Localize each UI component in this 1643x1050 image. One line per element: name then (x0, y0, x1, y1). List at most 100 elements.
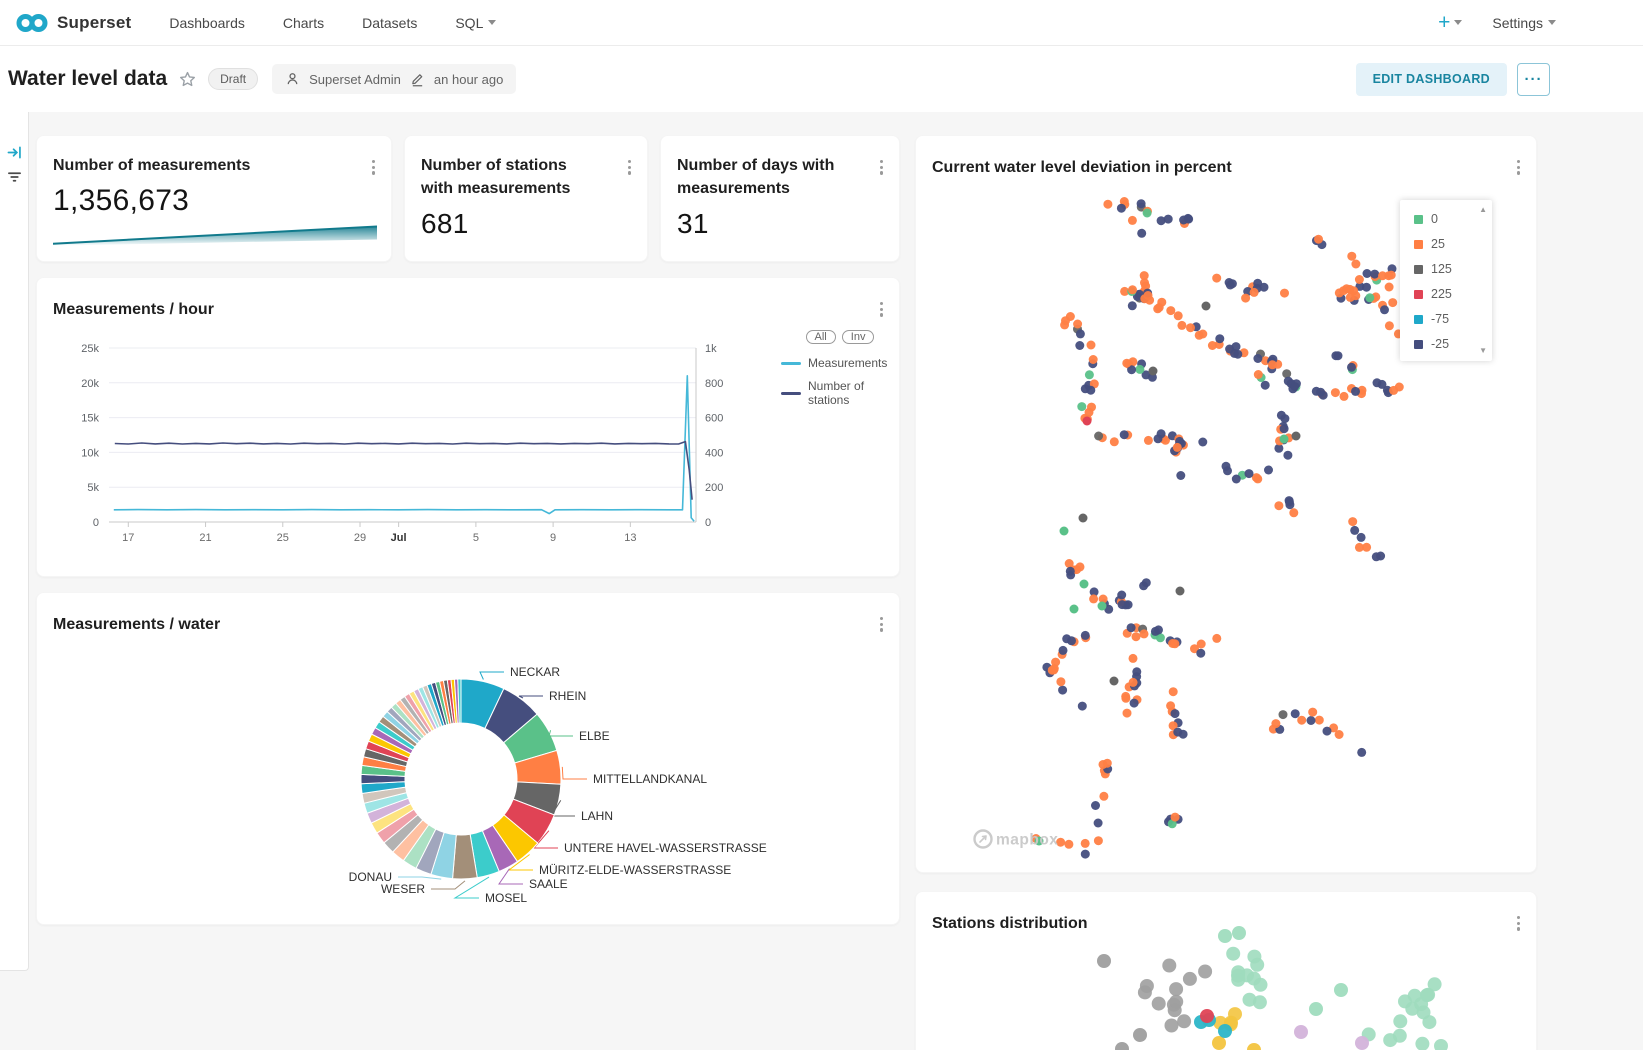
legend-scroll-up-icon[interactable]: ▲ (1479, 205, 1487, 214)
user-icon (287, 73, 298, 85)
kpi-sparkline (53, 225, 377, 246)
stations-scatter-layer (1097, 926, 1448, 1050)
legend-item[interactable]: Number of stations (781, 379, 899, 407)
dashboard-header: Water level data Draft Superset Admin an… (0, 46, 1643, 112)
svg-text:9: 9 (550, 532, 556, 544)
chart-title: Number of stations with measurements (421, 157, 571, 198)
svg-text:0: 0 (705, 517, 711, 529)
pie-slice-label: NECKAR (510, 665, 560, 679)
chart-menu-kebab-icon[interactable] (1515, 158, 1522, 177)
legend-label: Measurements (808, 356, 888, 370)
svg-text:13: 13 (624, 532, 636, 544)
chart-menu-kebab-icon[interactable] (370, 158, 377, 177)
pie-slice-label: MÜRITZ-ELDE-WASSERSTRASSE (539, 863, 731, 877)
kpi-card-stations: Number of stations with measurements 681 (404, 135, 648, 262)
pie-slice-label: UNTERE HAVEL-WASSERSTRASSE (564, 841, 767, 855)
map-legend-item[interactable]: -75 (1414, 312, 1482, 326)
map-legend: ▲ 0 25 125 225 -75 -25 ▼ (1400, 200, 1492, 361)
legend-swatch (1414, 314, 1423, 324)
page-title: Water level data (8, 67, 168, 90)
nav-item-datasets[interactable]: Datasets (362, 14, 418, 31)
nav-item-charts[interactable]: Charts (282, 14, 325, 31)
mapbox-attribution[interactable]: mapbox (972, 828, 1064, 850)
legend-swatch (1414, 339, 1423, 349)
mapbox-wordmark: mapbox (996, 832, 1058, 849)
plus-icon: + (1438, 10, 1451, 34)
chevron-down-icon (1548, 20, 1556, 25)
collapsed-filter-bar (0, 112, 29, 971)
legend-item[interactable]: Measurements (781, 356, 899, 370)
last-modified[interactable]: an hour ago (433, 71, 504, 87)
settings-menu[interactable]: Settings (1492, 15, 1556, 31)
map-dots (1031, 197, 1404, 859)
chart-menu-kebab-icon[interactable] (878, 158, 885, 177)
map-legend-item[interactable]: 125 (1414, 262, 1482, 276)
line-chart-card: Measurements / hour 0 0 5k 200 10k 400 15k 600 2… (36, 277, 900, 577)
legend-label: 225 (1431, 287, 1452, 301)
nav-item-sql[interactable]: SQL (455, 14, 497, 31)
svg-text:10k: 10k (81, 447, 99, 459)
legend-label: -75 (1431, 312, 1450, 326)
legend-swatch (1414, 214, 1423, 224)
svg-text:200: 200 (705, 482, 723, 494)
expand-filters-button[interactable] (0, 140, 28, 164)
svg-text:20k: 20k (81, 378, 99, 390)
more-options-button[interactable]: ··· (1517, 62, 1550, 96)
pie-slice-label: LAHN (581, 809, 613, 823)
svg-text:Jul: Jul (391, 532, 407, 544)
owner-name[interactable]: Superset Admin (309, 71, 401, 87)
infinity-logo-icon (16, 13, 48, 32)
donut-chart: NECKAR RHEIN ELBE MITTELLANDKANAL LAHN UNTERE… (349, 665, 767, 905)
kpi-value: 31 (677, 208, 709, 239)
pie-slice-label: SAALE (529, 877, 568, 891)
svg-text:1k: 1k (705, 343, 717, 355)
dashboard-meta: Superset Admin an hour ago (272, 64, 517, 94)
legend-swatch (1414, 289, 1423, 299)
top-navbar: Superset Dashboards Charts Datasets SQL … (0, 0, 1643, 46)
kpi-card-measurements: Number of measurements 1,356,673 (36, 135, 392, 262)
kpi-value: 1,356,673 (53, 184, 190, 217)
station-dots (1097, 926, 1448, 1050)
edit-dashboard-button[interactable]: EDIT DASHBOARD (1355, 62, 1507, 96)
map-legend-item[interactable]: 25 (1414, 237, 1482, 251)
pie-slice-label: DONAU (349, 870, 392, 884)
status-badge: Draft (208, 68, 259, 90)
chart-menu-kebab-icon[interactable] (626, 158, 633, 177)
legend-swatch (1414, 264, 1423, 274)
svg-text:600: 600 (705, 413, 723, 425)
favorite-star-icon[interactable] (179, 71, 196, 88)
svg-text:29: 29 (354, 532, 366, 544)
nav-item-dashboards[interactable]: Dashboards (169, 14, 245, 31)
svg-text:0: 0 (93, 517, 99, 529)
filters-icon[interactable] (0, 164, 28, 188)
chart-menu-kebab-icon[interactable] (878, 300, 885, 319)
svg-text:25k: 25k (81, 343, 99, 355)
legend-swatch (781, 391, 801, 395)
deviation-map-card: Current water level deviation in percent… (915, 135, 1537, 873)
donut-chart-card: Measurements / water NECKAR RHEIN ELBE MITT… (36, 592, 900, 925)
legend-label: 25 (1431, 237, 1445, 251)
legend-scroll-down-icon[interactable]: ▼ (1479, 346, 1487, 355)
svg-text:400: 400 (705, 447, 723, 459)
chevron-down-icon (488, 20, 497, 25)
settings-label: Settings (1492, 14, 1543, 31)
chart-title: Current water level deviation in percent (932, 159, 1232, 176)
chart-title: Stations distribution (932, 915, 1088, 932)
pie-slice-label: WESER (381, 882, 425, 896)
nav-item-sql-label: SQL (455, 14, 484, 31)
chart-menu-kebab-icon[interactable] (1515, 914, 1522, 933)
svg-text:25: 25 (277, 532, 289, 544)
map-legend-item[interactable]: -25 (1414, 337, 1482, 351)
superset-logo[interactable]: Superset (14, 10, 131, 36)
legend-inverse-button[interactable]: Inv (841, 330, 875, 344)
map-legend-item[interactable]: 0 (1414, 212, 1482, 226)
map-legend-item[interactable]: 225 (1414, 287, 1482, 301)
new-item-button[interactable]: + (1438, 10, 1463, 35)
svg-text:15k: 15k (81, 413, 99, 425)
chart-title: Number of measurements (53, 157, 251, 174)
map-scatter-layer (1031, 197, 1404, 859)
chart-menu-kebab-icon[interactable] (878, 615, 885, 634)
legend-all-button[interactable]: All (805, 330, 836, 344)
legend-swatch (1414, 239, 1423, 249)
